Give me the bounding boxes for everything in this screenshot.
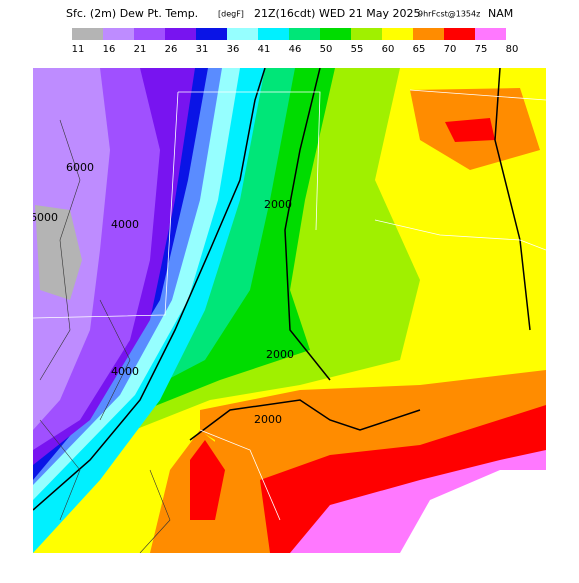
contour: [33, 68, 266, 511]
contour-label: 6000: [66, 161, 94, 174]
colorbar-swatch: [227, 28, 258, 40]
contour-label: 2000: [264, 198, 292, 211]
colorbar-swatch: [258, 28, 289, 40]
terrain-line: [39, 119, 171, 553]
map: 6000 6000 4000 2000 4000 2000 2000: [30, 68, 546, 553]
colorbar-swatch: [103, 28, 134, 40]
colorbar-swatch: [289, 28, 320, 40]
contour: [284, 68, 331, 381]
colorbar-swatch: [196, 28, 227, 40]
contour-label: 2000: [266, 348, 294, 361]
colorbar-swatch: [165, 28, 196, 40]
contour-label: 4000: [111, 218, 139, 231]
contour: [494, 68, 531, 331]
colorbar-label: 46: [289, 44, 302, 55]
units: [degF]: [218, 10, 244, 19]
colorbar-swatch: [382, 28, 413, 40]
colorbar-label: 55: [351, 44, 364, 55]
contour-label: 6000: [30, 211, 58, 224]
colorbar-label: 80: [506, 44, 519, 55]
colorbar-swatch: [413, 28, 444, 40]
colorbar: 11 16 21 26 31 36 41 46 50 55 60 65 70 75 80: [72, 28, 519, 55]
colorbar-swatch: [320, 28, 351, 40]
title: Sfc. (2m) Dew Pt. Temp.: [66, 7, 198, 20]
colorbar-swatch: [444, 28, 475, 40]
header: Sfc. (2m) Dew Pt. Temp. [degF] 21Z(16cdt…: [66, 7, 513, 20]
boundary: [33, 89, 546, 521]
field-red: [190, 440, 225, 520]
colorbar-label: 31: [196, 44, 209, 55]
colorbar-label: 70: [444, 44, 457, 55]
colorbar-label: 75: [475, 44, 488, 55]
colorbar-label: 21: [134, 44, 147, 55]
field-gray: [35, 205, 82, 300]
colorbar-label: 11: [72, 44, 85, 55]
contour: [189, 399, 421, 441]
colorbar-label: 26: [165, 44, 178, 55]
contour-label: 2000: [254, 413, 282, 426]
colorbar-label: 16: [103, 44, 116, 55]
colorbar-swatch: [351, 28, 382, 40]
colorbar-swatch: [475, 28, 506, 40]
colorbar-label: 50: [320, 44, 333, 55]
field-red: [445, 118, 495, 142]
model: NAM: [488, 7, 513, 20]
colorbar-label: 41: [258, 44, 271, 55]
colorbar-swatch: [72, 28, 103, 40]
forecast: 9hrFcst@1354z: [418, 10, 480, 19]
field-white: [400, 470, 546, 553]
colorbar-label: 65: [413, 44, 426, 55]
colorbar-swatch: [134, 28, 165, 40]
colorbar-label: 36: [227, 44, 240, 55]
contour-label: 4000: [111, 365, 139, 378]
colorbar-label: 60: [382, 44, 395, 55]
valid-time: 21Z(16cdt) WED 21 May 2025: [254, 7, 420, 20]
